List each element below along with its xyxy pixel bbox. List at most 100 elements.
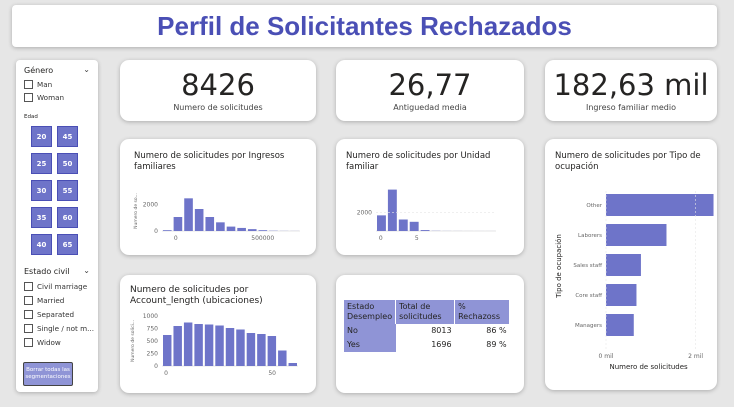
bar (247, 229, 257, 231)
slicer-option-woman[interactable]: Woman (24, 93, 64, 102)
chart-unidad-familiar: 2000 0 5 (357, 189, 496, 242)
chart-title: Numero de solicitudes por Account_length… (130, 285, 263, 306)
x-tick-label: 0 mil (599, 353, 614, 360)
dashboard-title-card: Perfil de Solicitantes Rechazados (12, 5, 717, 47)
bar (409, 221, 419, 231)
bar (163, 230, 172, 231)
checkbox-icon[interactable] (24, 310, 33, 319)
slicer-option-civil-marriage[interactable]: Civil marriage (24, 282, 87, 291)
x-tick-label: 0 (164, 370, 168, 377)
y-axis-label: Numero de so... (133, 193, 139, 229)
cell-total: 1696 (431, 340, 452, 349)
y-tick-label: 250 (147, 351, 159, 358)
edad-tile[interactable]: 40 (31, 234, 52, 255)
kpi-card-solicitudes: 8426 Numero de solicitudes (120, 60, 316, 121)
y-tick-label: Laborers (578, 233, 602, 239)
kpi-label: Ingreso familiar medio (586, 103, 676, 112)
edad-tile[interactable]: 30 (31, 180, 52, 201)
slicer-option-widow[interactable]: Widow (24, 338, 61, 347)
checkbox-icon[interactable] (24, 324, 33, 333)
column-header[interactable]: % Rechazoss (454, 300, 511, 324)
edad-tile[interactable]: 50 (57, 153, 78, 174)
bar (246, 333, 256, 366)
edad-tile[interactable]: 25 (31, 153, 52, 174)
edad-tile[interactable]: 20 (31, 126, 52, 147)
chart-title: Numero de solicitudes por Unidad familia… (346, 151, 491, 172)
bar (237, 227, 246, 231)
chart-card-ingresos: Numero de solicitudes por Ingresos famil… (120, 139, 316, 255)
y-tick-label: Other (586, 203, 602, 209)
checkbox-icon[interactable] (24, 93, 33, 102)
x-tick-label: 2 mil (688, 353, 703, 360)
clear-filters-button[interactable]: Borrar todas las segmentaciones (23, 362, 73, 386)
y-tick-label: Sales staff (573, 263, 602, 269)
bar (226, 226, 236, 231)
bar (163, 335, 172, 366)
edad-tile[interactable]: 45 (57, 126, 78, 147)
chart-account-length: 0 250 500 750 1000 0 50 Numero de solici... (130, 313, 298, 377)
bar (173, 217, 183, 231)
column-header[interactable]: Total de solicitudes (395, 300, 456, 324)
x-tick-label: 50 (268, 370, 276, 377)
edad-tile[interactable]: 35 (31, 207, 52, 228)
slicer-panel: Género ⌄ Man Woman Edad 20 45 25 50 30 5… (16, 60, 98, 392)
edad-tile[interactable]: 55 (57, 180, 78, 201)
y-tick-label: Core staff (575, 293, 602, 299)
x-axis-label: Numero de solicitudes (609, 363, 688, 371)
slicer-option-single[interactable]: Single / not m... (24, 324, 94, 333)
dashboard-title: Perfil de Solicitantes Rechazados (157, 10, 572, 41)
bar (216, 222, 225, 231)
cell-pct: 86 % (486, 326, 507, 335)
bar (606, 194, 714, 216)
chart-ingresos: 0 2000 0 500000 Numero de so... (133, 193, 300, 242)
chart-card-account-length: Numero de solicitudes por Account_length… (120, 275, 316, 393)
y-axis-label: Tipo de ocupación (555, 234, 563, 299)
row-label: Yes (344, 338, 396, 352)
bar (387, 189, 397, 231)
edad-tile[interactable]: 65 (57, 234, 78, 255)
slicer-estado-civil-title: Estado civil (24, 267, 70, 276)
chevron-down-icon[interactable]: ⌄ (83, 65, 90, 74)
y-axis-label: Numero de solici... (130, 320, 136, 362)
y-tick-label: 500 (147, 338, 159, 345)
bar (278, 350, 287, 366)
bar (377, 215, 386, 231)
bar (184, 198, 193, 231)
checkbox-icon[interactable] (24, 80, 33, 89)
y-tick-label: 1000 (143, 313, 158, 320)
chevron-down-icon[interactable]: ⌄ (83, 266, 90, 275)
y-tick-label: 2000 (143, 201, 158, 208)
bar (606, 254, 641, 276)
kpi-card-antiguedad: 26,77 Antiguedad media (336, 60, 524, 121)
slicer-genero-title: Género (24, 66, 54, 75)
bar (215, 325, 224, 366)
checkbox-icon[interactable] (24, 338, 33, 347)
slicer-option-separated[interactable]: Separated (24, 310, 74, 319)
bar (267, 336, 277, 366)
bar (606, 224, 667, 246)
kpi-value: 26,77 (388, 68, 472, 102)
checkbox-icon[interactable] (24, 296, 33, 305)
desempleo-table: Estado Desempleo Total de solicitudes % … (344, 300, 511, 352)
bar (398, 219, 408, 231)
bar (606, 314, 634, 336)
table-header-row: Estado Desempleo Total de solicitudes % … (344, 300, 511, 324)
y-tick-label: 750 (147, 326, 159, 333)
slicer-option-man[interactable]: Man (24, 80, 52, 89)
bar (257, 334, 266, 366)
slicer-option-married[interactable]: Married (24, 296, 64, 305)
checkbox-icon[interactable] (24, 282, 33, 291)
edad-tile[interactable]: 60 (57, 207, 78, 228)
x-tick-label: 0 (379, 235, 383, 242)
chart-title: Numero de solicitudes por Tipo de ocupac… (555, 151, 701, 172)
x-tick-label: 0 (174, 235, 178, 242)
column-header[interactable]: Estado Desempleo (344, 300, 397, 324)
table-card-desempleo: Estado Desempleo Total de solicitudes % … (336, 275, 524, 393)
y-tick-label: Managers (575, 323, 602, 329)
bar (606, 284, 637, 306)
bar (173, 326, 182, 366)
x-tick-label: 5 (415, 235, 419, 242)
kpi-value: 8426 (181, 68, 255, 102)
bar (236, 329, 245, 366)
row-label: No (344, 324, 396, 338)
